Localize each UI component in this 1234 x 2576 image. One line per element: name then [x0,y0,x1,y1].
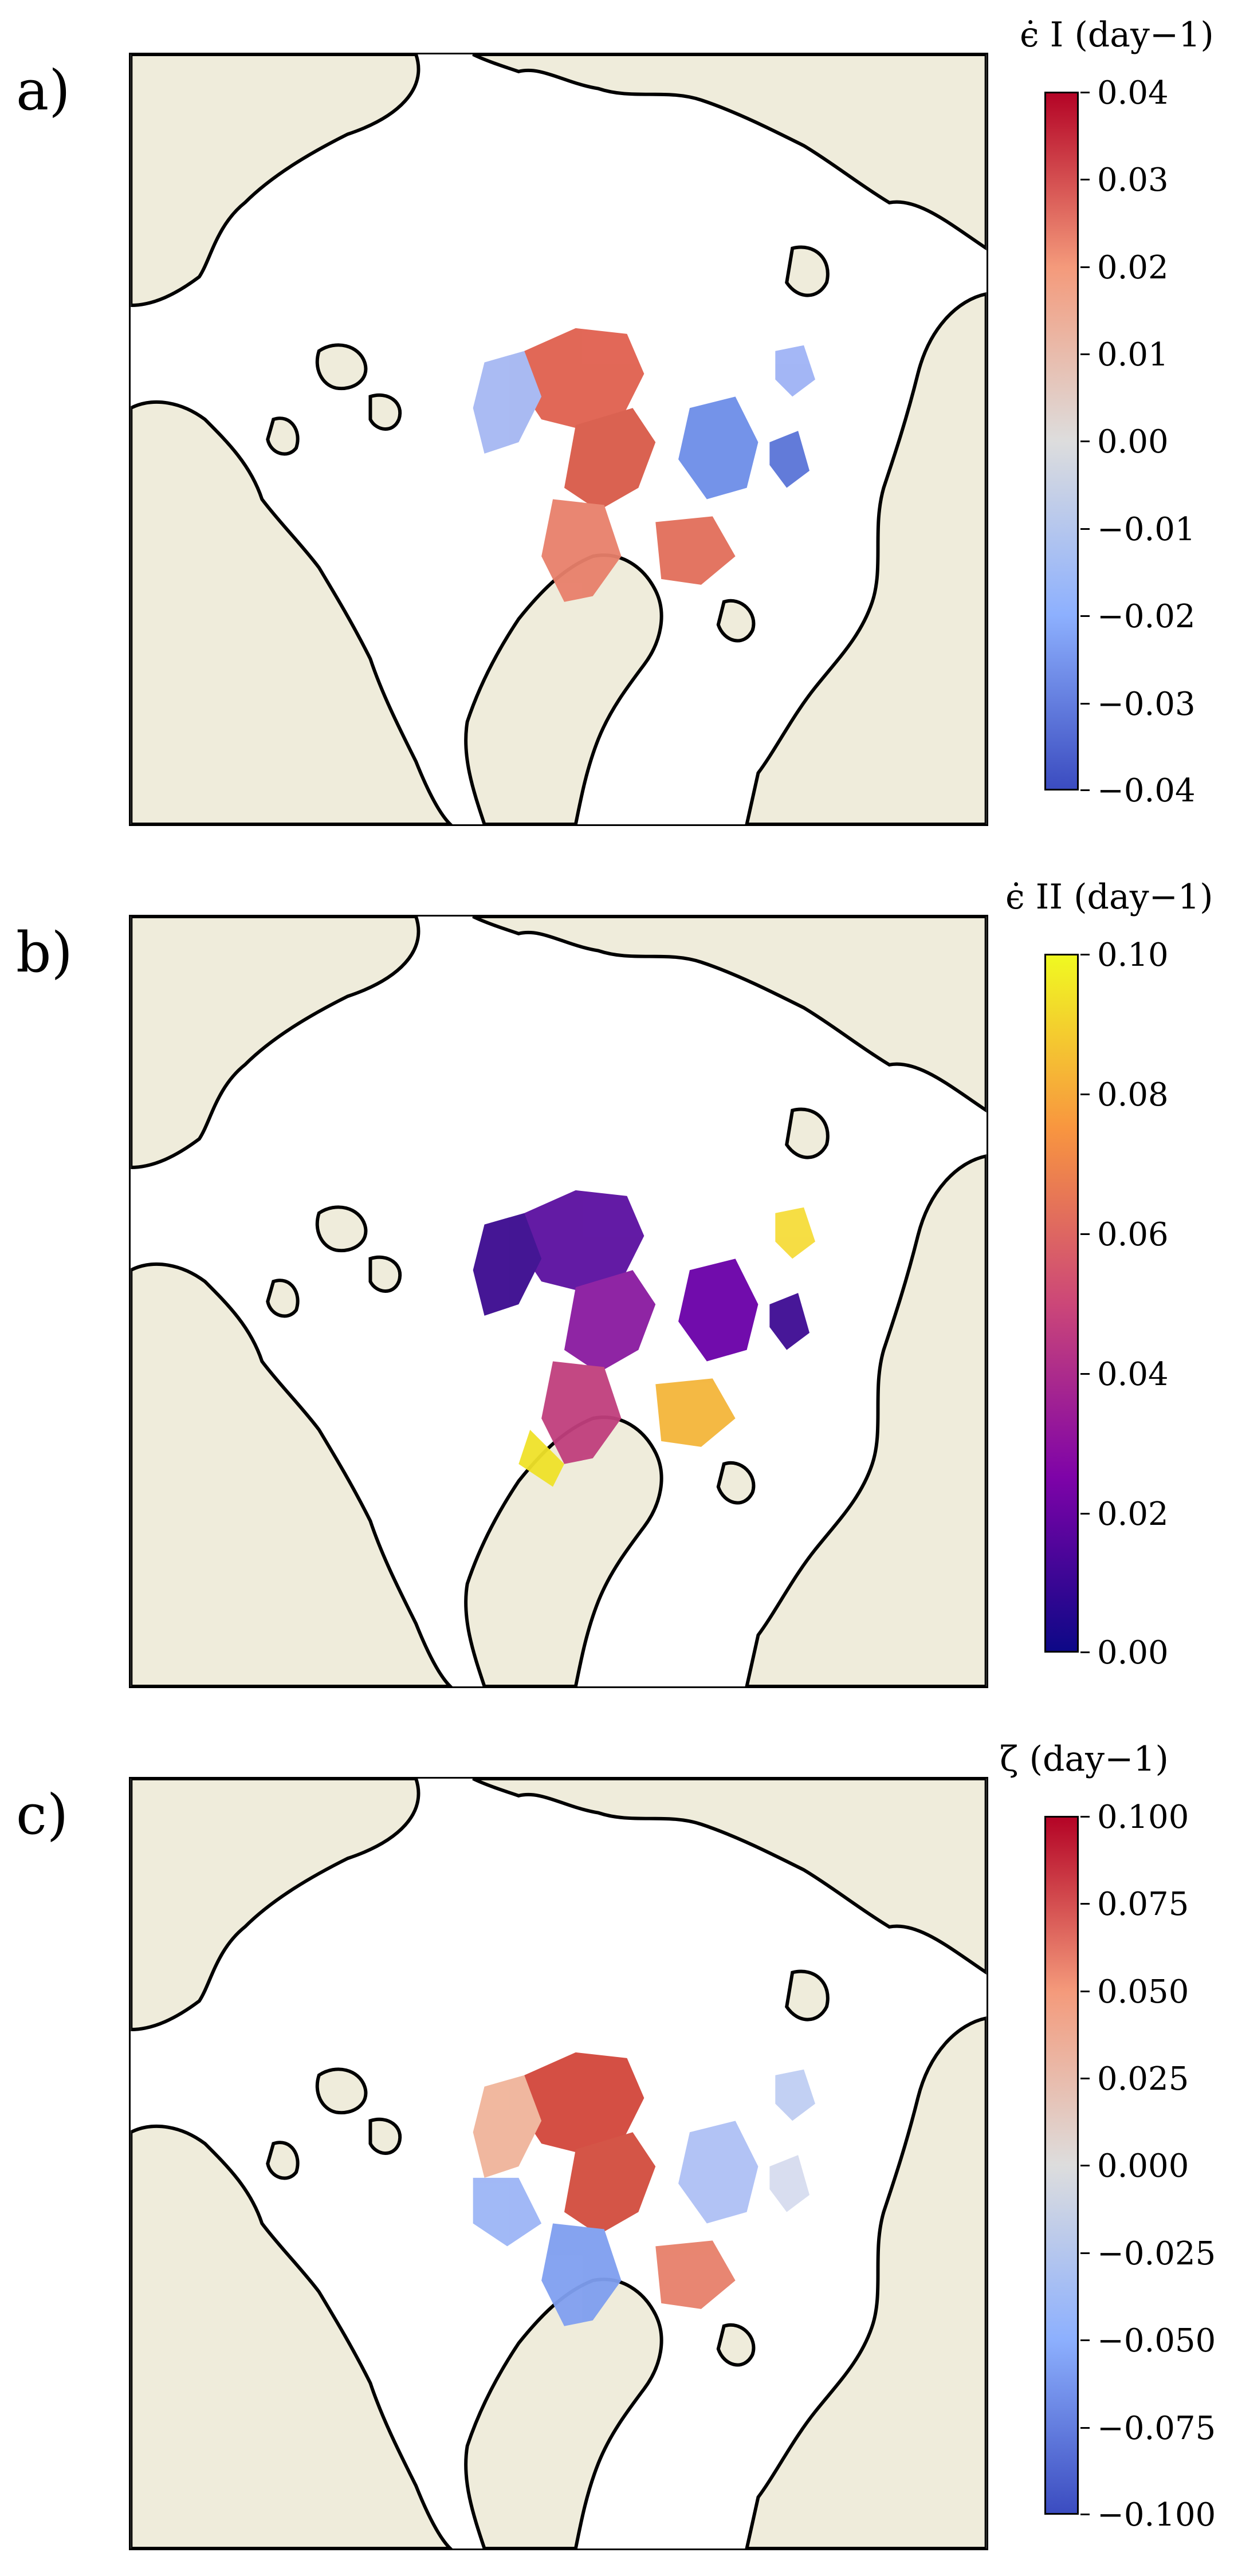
tick-label: 0.00 [1097,1634,1169,1672]
map-frame [129,53,988,826]
tick-label: −0.04 [1097,772,1196,809]
colorbar [1044,1816,1079,2515]
tick-label: 0.050 [1097,1973,1189,2011]
panel-a: a) ϵ̇ I (day−1) 0.04 0.03 0.02 0.01 [0,0,1234,848]
tick-label: 0.02 [1097,249,1169,286]
tick-label: 0.000 [1097,2148,1189,2185]
panel-label: a) [16,58,70,123]
panel-label: b) [16,921,73,985]
arctic-map [131,1779,987,2549]
tick-label: 0.02 [1097,1496,1169,1533]
tick-label: −0.03 [1097,686,1196,723]
tick-label: 0.100 [1097,1799,1189,1836]
tick-label: 0.08 [1097,1076,1169,1114]
colorbar-title: ζ (day−1) [1000,1739,1169,1779]
tick-label: 0.04 [1097,1356,1169,1393]
colorbar [1044,954,1079,1653]
map-frame [129,1777,988,2550]
tick-label: 0.06 [1097,1216,1169,1253]
tick-label: 0.025 [1097,2060,1189,2098]
tick-label: 0.00 [1097,423,1169,461]
arctic-map [131,917,987,1686]
data-swaths [473,2052,815,2326]
colorbar-title: ϵ̇ II (day−1) [1005,877,1213,917]
tick-label: −0.025 [1097,2235,1216,2272]
tick-label: −0.02 [1097,598,1196,635]
colorbar-title: ϵ̇ I (day−1) [1020,15,1214,55]
panel-c: c) ζ (day−1) 0.100 0.075 0.050 0.02 [0,1724,1234,2572]
tick-label: −0.075 [1097,2410,1216,2447]
arctic-map [131,54,987,824]
tick-label: −0.050 [1097,2322,1216,2359]
tick-label: 0.01 [1097,336,1169,373]
colorbar [1044,92,1079,791]
data-swaths [473,328,815,602]
tick-label: 0.03 [1097,162,1169,199]
tick-label: 0.075 [1097,1886,1189,1923]
tick-label: −0.100 [1097,2496,1216,2534]
tick-label: −0.01 [1097,511,1196,548]
data-swaths [473,1190,815,1487]
panel-b: b) ϵ̇ II (day−1) 0.10 0.08 0.06 0.04 0.0… [0,862,1234,1710]
tick-label: 0.10 [1097,937,1169,974]
tick-label: 0.04 [1097,74,1169,112]
panel-label: c) [16,1783,69,1847]
map-frame [129,915,988,1688]
